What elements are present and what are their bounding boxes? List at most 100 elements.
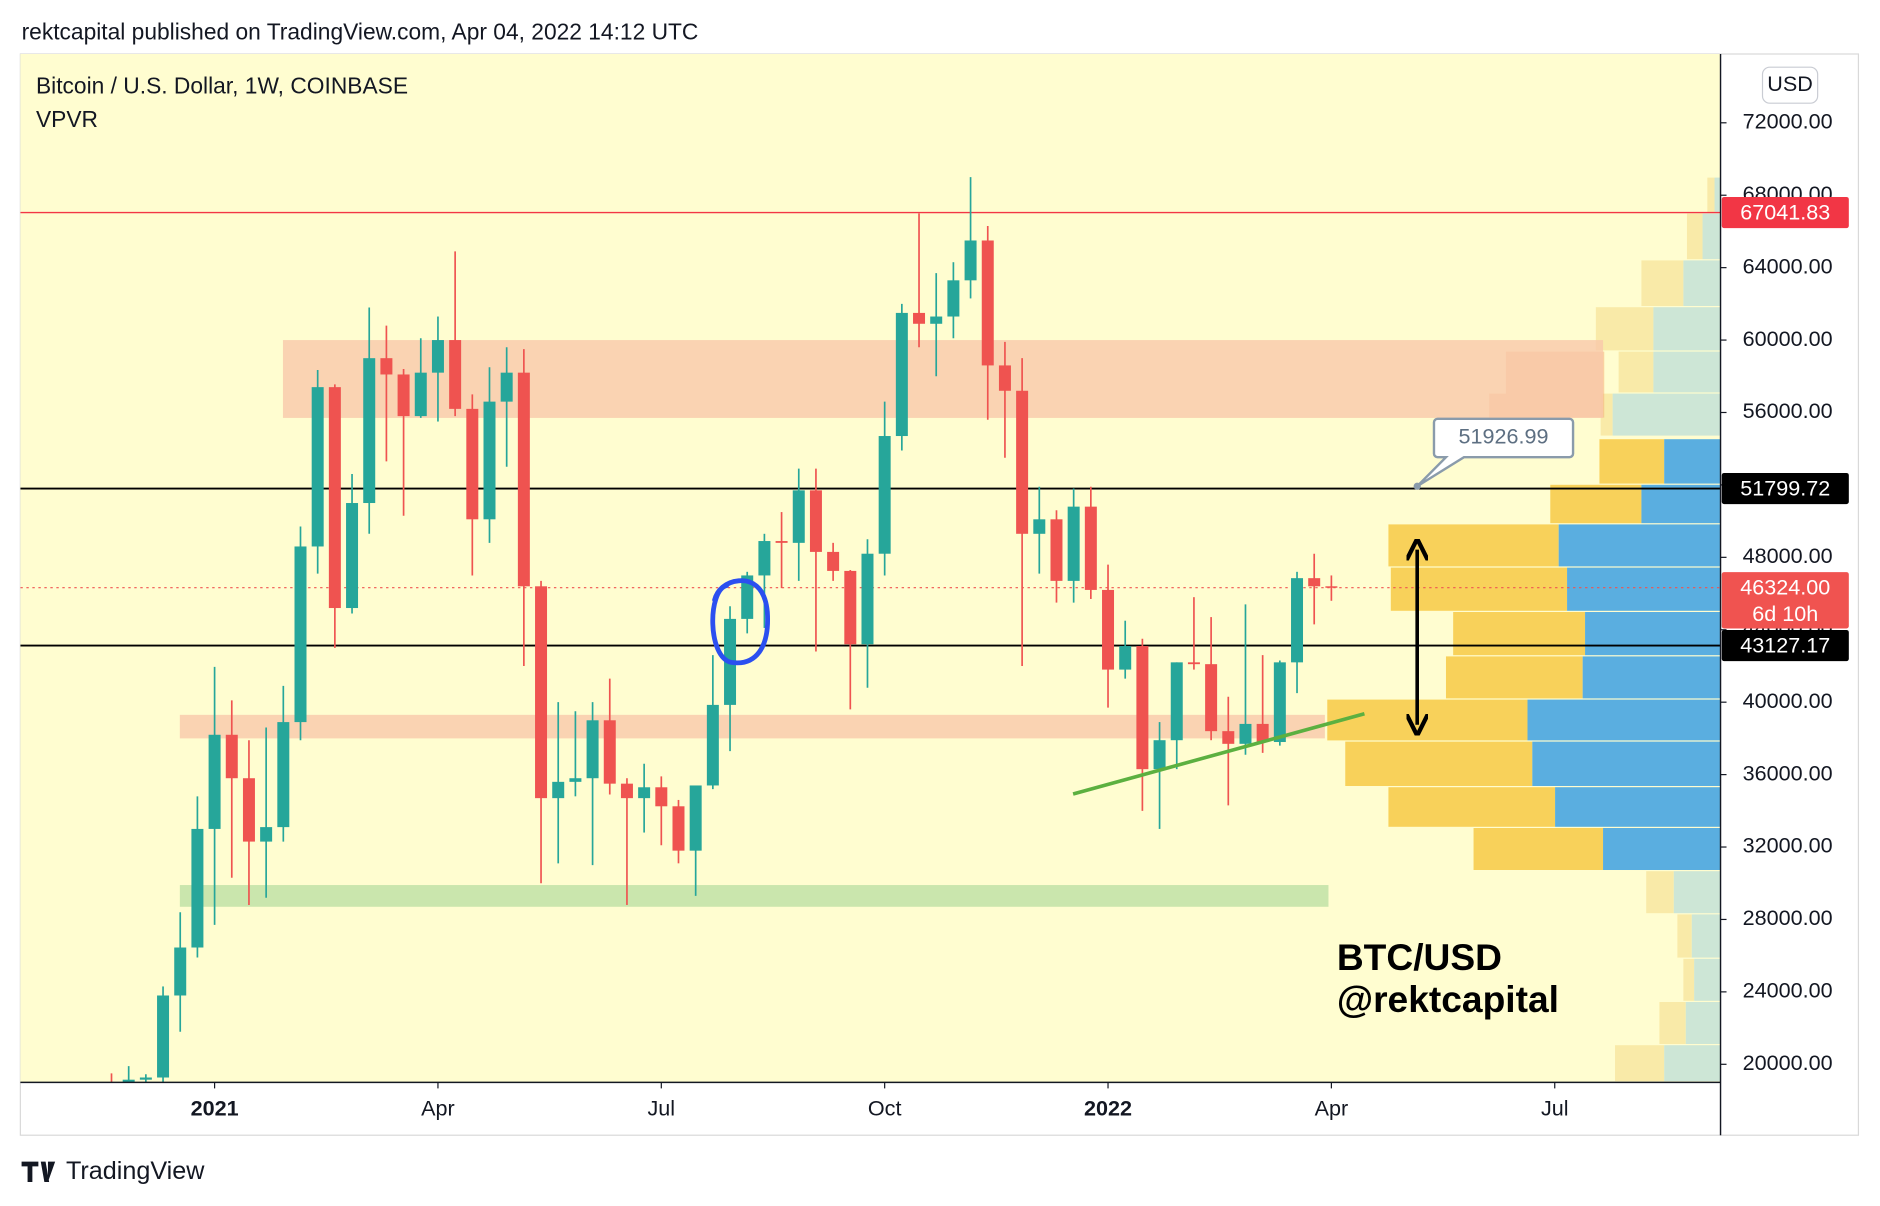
volume-down <box>1653 351 1721 393</box>
volume-up <box>1595 307 1654 351</box>
volume-down <box>1585 612 1721 656</box>
level-price-box <box>1721 472 1849 505</box>
candle-body <box>277 722 290 828</box>
last-price-box <box>1721 572 1849 629</box>
candle-body <box>1170 662 1183 741</box>
volume-down <box>1664 1045 1721 1082</box>
candle-body <box>208 734 221 829</box>
candle-body <box>741 575 754 619</box>
chart-title: Bitcoin / U.S. Dollar, 1W, COINBASE <box>36 73 408 99</box>
volume-up <box>1327 699 1528 741</box>
volume-down <box>1558 524 1721 567</box>
candle-body <box>878 436 891 554</box>
annotation: @rektcapital <box>1337 978 1559 1020</box>
countdown-label: 6d 10h <box>1752 601 1818 626</box>
volume-down <box>1714 177 1721 213</box>
y-tick-label: 36000.00 <box>1743 760 1833 785</box>
volume-down <box>1664 439 1721 484</box>
highlight-circle <box>710 578 770 666</box>
candle-body <box>689 785 702 851</box>
candle-body <box>775 541 788 543</box>
candle-body <box>157 995 170 1078</box>
candle-body <box>827 551 840 571</box>
trendline <box>1072 712 1365 796</box>
volume-up <box>1615 1045 1665 1082</box>
candle-body <box>225 734 238 779</box>
x-tick-label: Jul <box>1541 1096 1569 1121</box>
candle-body <box>311 387 324 547</box>
volume-up <box>1707 177 1715 213</box>
candle-body <box>981 240 994 366</box>
candle-body <box>620 783 633 799</box>
level-price-box <box>1721 196 1849 229</box>
candle-body <box>1273 662 1286 743</box>
level-price-box <box>1721 629 1849 662</box>
level-price-label: 43127.17 <box>1740 632 1830 657</box>
volume-down <box>1673 871 1721 914</box>
volume-up <box>1345 741 1533 786</box>
candle-body <box>483 401 496 520</box>
volume-up <box>1641 260 1684 306</box>
y-tick-label: 24000.00 <box>1743 978 1833 1003</box>
annotation: BTC/USD <box>1337 936 1502 978</box>
candle-body <box>1256 723 1269 743</box>
volume-down <box>1527 699 1721 741</box>
volume-up <box>1445 656 1583 699</box>
candle-body <box>1205 664 1218 732</box>
candle-body <box>1325 586 1338 588</box>
volume-up <box>1677 914 1692 958</box>
candle-body <box>1016 390 1029 534</box>
volume-up <box>1388 524 1559 567</box>
candle-body <box>1222 731 1235 744</box>
currency-label: USD <box>1767 71 1813 96</box>
volume-up <box>1600 393 1613 436</box>
candle-body <box>397 374 410 417</box>
candle-body <box>535 586 548 799</box>
x-tick-label: 2021 <box>191 1096 239 1121</box>
volume-down <box>1641 484 1721 524</box>
candle-body <box>1033 519 1046 534</box>
annotations <box>710 550 1417 725</box>
candle-body <box>655 787 668 807</box>
candle-body <box>466 408 479 520</box>
candle-body <box>603 720 616 784</box>
candle-body <box>174 947 187 996</box>
callout-label: 51926.99 <box>1459 424 1549 449</box>
candle-body <box>242 778 255 842</box>
volume-up <box>1388 787 1556 827</box>
candle-body <box>569 778 582 782</box>
volume-down <box>1691 914 1721 958</box>
candle-body <box>998 365 1011 391</box>
volume-down <box>1653 307 1721 351</box>
volume-down <box>1612 393 1721 436</box>
currency-button[interactable] <box>1761 66 1819 104</box>
candle-body <box>1050 519 1063 581</box>
candle-body <box>638 787 651 799</box>
candle-body <box>672 806 685 851</box>
candle-body <box>1187 662 1200 665</box>
level-price-label: 51799.72 <box>1740 475 1830 500</box>
candle-body <box>380 358 393 375</box>
x-tick-label: Oct <box>868 1096 902 1121</box>
volume-up <box>1618 351 1654 393</box>
y-tick-label: 20000.00 <box>1743 1050 1833 1075</box>
price-zone <box>179 885 1329 907</box>
volume-down <box>1532 741 1721 786</box>
level-price-label: 67041.83 <box>1740 199 1830 224</box>
header: rektcapital published on TradingView.com… <box>22 19 699 45</box>
callout-anchor <box>1413 482 1421 490</box>
zones <box>179 340 1604 907</box>
y-tick-label: 28000.00 <box>1743 905 1833 930</box>
y-tick-label: 64000.00 <box>1743 253 1833 278</box>
candle-body <box>930 316 943 324</box>
x-tick-label: Apr <box>1315 1096 1349 1121</box>
price-zone <box>282 340 1604 418</box>
y-tick-label: 60000.00 <box>1743 326 1833 351</box>
candle-body <box>449 340 462 409</box>
volume-up <box>1659 1002 1686 1044</box>
candle-body <box>1102 589 1115 670</box>
volume-up <box>1473 828 1604 870</box>
candle-body <box>861 553 874 645</box>
candle-body <box>294 546 307 723</box>
candle-body <box>328 387 341 609</box>
